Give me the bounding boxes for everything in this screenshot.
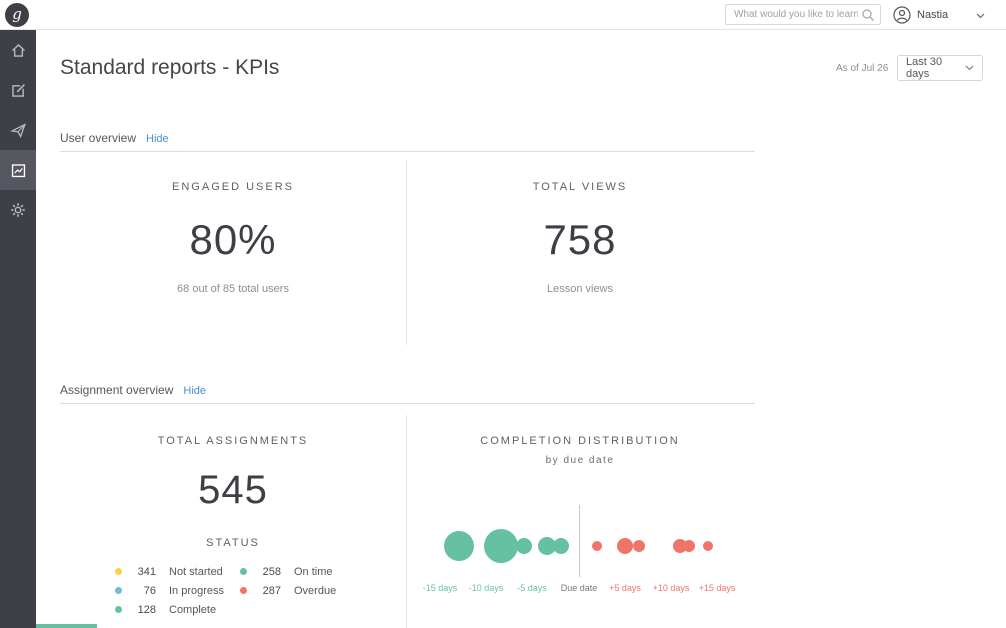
bubble-on-time [444, 531, 475, 561]
section-heading: User overview [60, 131, 137, 145]
legend-label: Overdue [294, 584, 337, 597]
vertical-divider [406, 415, 407, 628]
engaged-users-label: ENGAGED USERS [172, 181, 294, 193]
legend-item: 76 In progress [115, 581, 224, 600]
legend-value: 341 [137, 565, 156, 578]
section-divider [60, 151, 755, 152]
total-views-value: 758 [543, 216, 617, 263]
hide-link[interactable]: Hide [146, 133, 169, 145]
axis-tick: +15 days [698, 583, 736, 593]
section-divider [60, 403, 755, 404]
status-dot [240, 568, 247, 575]
reports-chart-icon [10, 162, 27, 179]
chevron-down-icon [976, 6, 985, 24]
bubble-overdue [592, 541, 603, 551]
partial-chart-peek [36, 624, 97, 628]
engaged-users-caption: 68 out of 85 total users [177, 283, 289, 295]
sidebar-item-share[interactable] [0, 110, 36, 150]
paper-plane-icon [9, 122, 27, 139]
sidebar-item-settings[interactable] [0, 190, 36, 230]
legend-value: 287 [262, 584, 281, 597]
top-header: g Nastia [0, 0, 1006, 30]
legend-label: Complete [169, 603, 217, 616]
global-search [725, 4, 881, 25]
status-dot [115, 587, 122, 594]
axis-tick: -15 days [422, 583, 458, 593]
legend-label: On time [294, 565, 333, 578]
legend-item: 287 Overdue [240, 581, 336, 600]
page-title: Standard reports - KPIs [60, 56, 280, 79]
bubble-overdue [702, 541, 713, 551]
compose-icon [10, 82, 27, 99]
search-input[interactable] [726, 5, 880, 24]
user-menu[interactable]: Nastia [893, 0, 993, 30]
as-of-label: As of Jul 26 [836, 63, 889, 74]
axis-tick: -10 days [468, 583, 504, 593]
user-overview-header: User overview Hide [60, 131, 169, 145]
bubble-on-time [537, 537, 556, 555]
gear-icon [9, 201, 27, 219]
total-views-label: TOTAL VIEWS [532, 181, 628, 193]
completion-distribution-chart: -15 days -10 days -5 days Due date +5 da… [423, 503, 735, 603]
completion-distribution-subtitle: by due date [545, 455, 615, 466]
search-icon [861, 8, 875, 27]
status-dot [115, 568, 122, 575]
bubble-overdue [683, 540, 696, 552]
legend-value: 258 [262, 565, 281, 578]
due-date-line [579, 505, 580, 577]
legend-item: 341 Not started [115, 562, 224, 581]
section-heading: Assignment overview [60, 383, 174, 397]
chevron-down-icon [965, 62, 974, 74]
bubble-overdue [632, 540, 645, 552]
bubble-on-time [483, 529, 518, 563]
assignment-overview-header: Assignment overview Hide [60, 383, 206, 397]
sidebar-item-compose[interactable] [0, 70, 36, 110]
date-range-value: Last 30 days [906, 56, 943, 80]
engaged-users-value: 80% [189, 216, 277, 263]
total-assignments-value: 545 [198, 468, 268, 512]
axis-tick: +10 days [652, 583, 690, 593]
vertical-divider [406, 160, 407, 345]
brand-logo[interactable]: g [5, 3, 29, 27]
hide-link[interactable]: Hide [183, 385, 207, 397]
legend-item: 258 On time [240, 562, 336, 581]
status-dot [115, 606, 122, 613]
total-assignments-label: TOTAL ASSIGNMENTS [157, 435, 309, 447]
legend-label: Not started [169, 565, 223, 578]
bubble-on-time [515, 538, 532, 554]
home-icon [10, 42, 27, 59]
sidebar-item-reports[interactable] [0, 150, 36, 190]
completion-distribution-title: COMPLETION DISTRIBUTION [480, 435, 680, 447]
status-legend-col-1: 341 Not started 76 In progress 128 Compl… [115, 562, 224, 619]
legend-value: 76 [143, 584, 156, 597]
status-label: STATUS [206, 537, 260, 549]
legend-item: 128 Complete [115, 600, 224, 619]
status-dot [240, 587, 247, 594]
legend-value: 128 [137, 603, 156, 616]
avatar-icon [893, 6, 911, 24]
status-legend-col-2: 258 On time 287 Overdue [240, 562, 336, 600]
bubble-overdue [617, 538, 633, 554]
legend-label: In progress [169, 584, 225, 597]
total-views-caption: Lesson views [546, 283, 614, 295]
bubble-on-time [552, 538, 569, 554]
axis-tick: +5 days [609, 583, 641, 593]
user-name: Nastia [917, 9, 949, 21]
sidebar-item-home[interactable] [0, 30, 36, 70]
axis-tick: -5 days [517, 583, 547, 593]
date-range-dropdown[interactable]: Last 30 days [897, 55, 983, 81]
axis-tick: Due date [560, 583, 598, 593]
sidebar-nav [0, 30, 36, 628]
